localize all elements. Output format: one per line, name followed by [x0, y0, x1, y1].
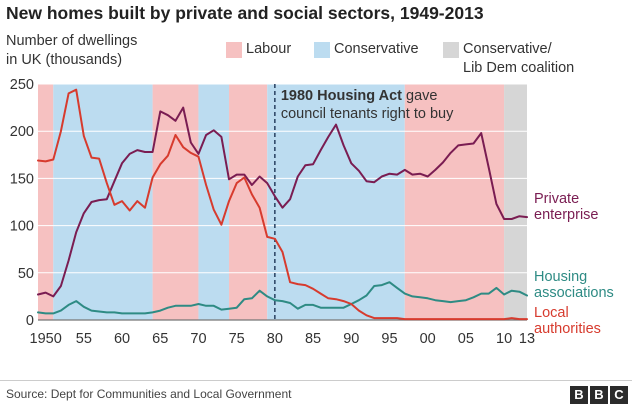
chart-canvas: 1980 Housing Act gave council tenants rig…	[10, 77, 614, 347]
series-label-la: Local	[534, 305, 569, 321]
period-band-labour	[404, 84, 505, 320]
annotation-text-line2: council tenants right to buy	[281, 106, 454, 122]
series-label-ha: Housing	[534, 269, 587, 285]
series-label-private: enterprise	[534, 207, 598, 223]
series-line-la	[37, 88, 528, 321]
annotation-bold: 1980 Housing Act	[281, 88, 402, 104]
series-line-ha	[37, 281, 528, 315]
legend-label-labour: Labour	[246, 41, 292, 57]
period-band-conservative	[198, 84, 230, 320]
x-tick-label: 10	[496, 331, 512, 347]
chart-title: New homes built by private and social se…	[6, 3, 484, 23]
x-tick-label: 13	[519, 331, 535, 347]
x-tick-label: 1950	[30, 331, 62, 347]
footer-divider	[0, 380, 632, 381]
y-tick-label: 0	[26, 313, 34, 329]
series-label-la: authorities	[534, 321, 601, 337]
series-line-private	[37, 106, 528, 298]
x-tick-label: 60	[114, 331, 130, 347]
y-tick-label: 250	[10, 77, 34, 93]
period-band-labour	[152, 84, 199, 320]
legend-swatch-labour	[226, 42, 242, 58]
legend-label-coalition-line2: Lib Dem coalition	[463, 60, 575, 76]
x-tick-label: 85	[305, 331, 321, 347]
y-tick-label: 200	[10, 124, 34, 140]
legend: Labour Conservative Conservative/ Lib De…	[0, 40, 632, 76]
x-tick-label: 80	[267, 331, 283, 347]
y-axis-label: Number of dwellings in UK (thousands)	[6, 32, 137, 70]
source-note: Source: Dept for Communities and Local G…	[6, 387, 292, 401]
bbc-logo: B B C	[570, 386, 628, 404]
x-tick-label: 55	[76, 331, 92, 347]
legend-label-conservative: Conservative	[334, 41, 419, 57]
y-axis-label-line2: in UK (thousands)	[6, 52, 123, 68]
y-tick-label: 100	[10, 219, 34, 235]
x-tick-label: 65	[152, 331, 168, 347]
legend-swatch-coalition	[443, 42, 459, 58]
government-periods	[38, 84, 527, 320]
annotation-rest: gave	[402, 88, 437, 104]
x-tick-labels: 1950 55 60 65 70 75 80 85 90 95 00 05 10 13	[30, 331, 536, 347]
period-band-labour	[229, 84, 268, 320]
series-lines	[37, 88, 528, 321]
bbc-logo-letter: B	[570, 386, 588, 404]
x-tick-label: 95	[381, 331, 397, 347]
y-tick-labels: 0 50 100 150 200 250	[10, 77, 34, 329]
legend-swatch-conservative	[314, 42, 330, 58]
series-label-ha: associations	[534, 285, 614, 301]
series-label-private: Private	[534, 191, 579, 207]
legend-label-coalition-line1: Conservative/	[463, 41, 552, 57]
x-tick-label: 75	[229, 331, 245, 347]
x-tick-label: 00	[420, 331, 436, 347]
x-tick-label: 05	[458, 331, 474, 347]
y-tick-label: 50	[18, 266, 34, 282]
period-band-coalition	[504, 84, 527, 320]
bbc-logo-letter: C	[610, 386, 628, 404]
annotation-text-line1: 1980 Housing Act gave	[281, 88, 438, 104]
bbc-logo-letter: B	[590, 386, 608, 404]
x-tick-label: 90	[343, 331, 359, 347]
annotation-group: 1980 Housing Act gave council tenants rig…	[274, 84, 454, 320]
y-axis-label-line1: Number of dwellings	[6, 33, 138, 49]
period-band-labour	[38, 84, 54, 320]
legend-label-coalition: Conservative/ Lib Dem coalition	[463, 40, 574, 78]
y-tick-label: 150	[10, 171, 34, 187]
x-tick-label: 70	[190, 331, 206, 347]
